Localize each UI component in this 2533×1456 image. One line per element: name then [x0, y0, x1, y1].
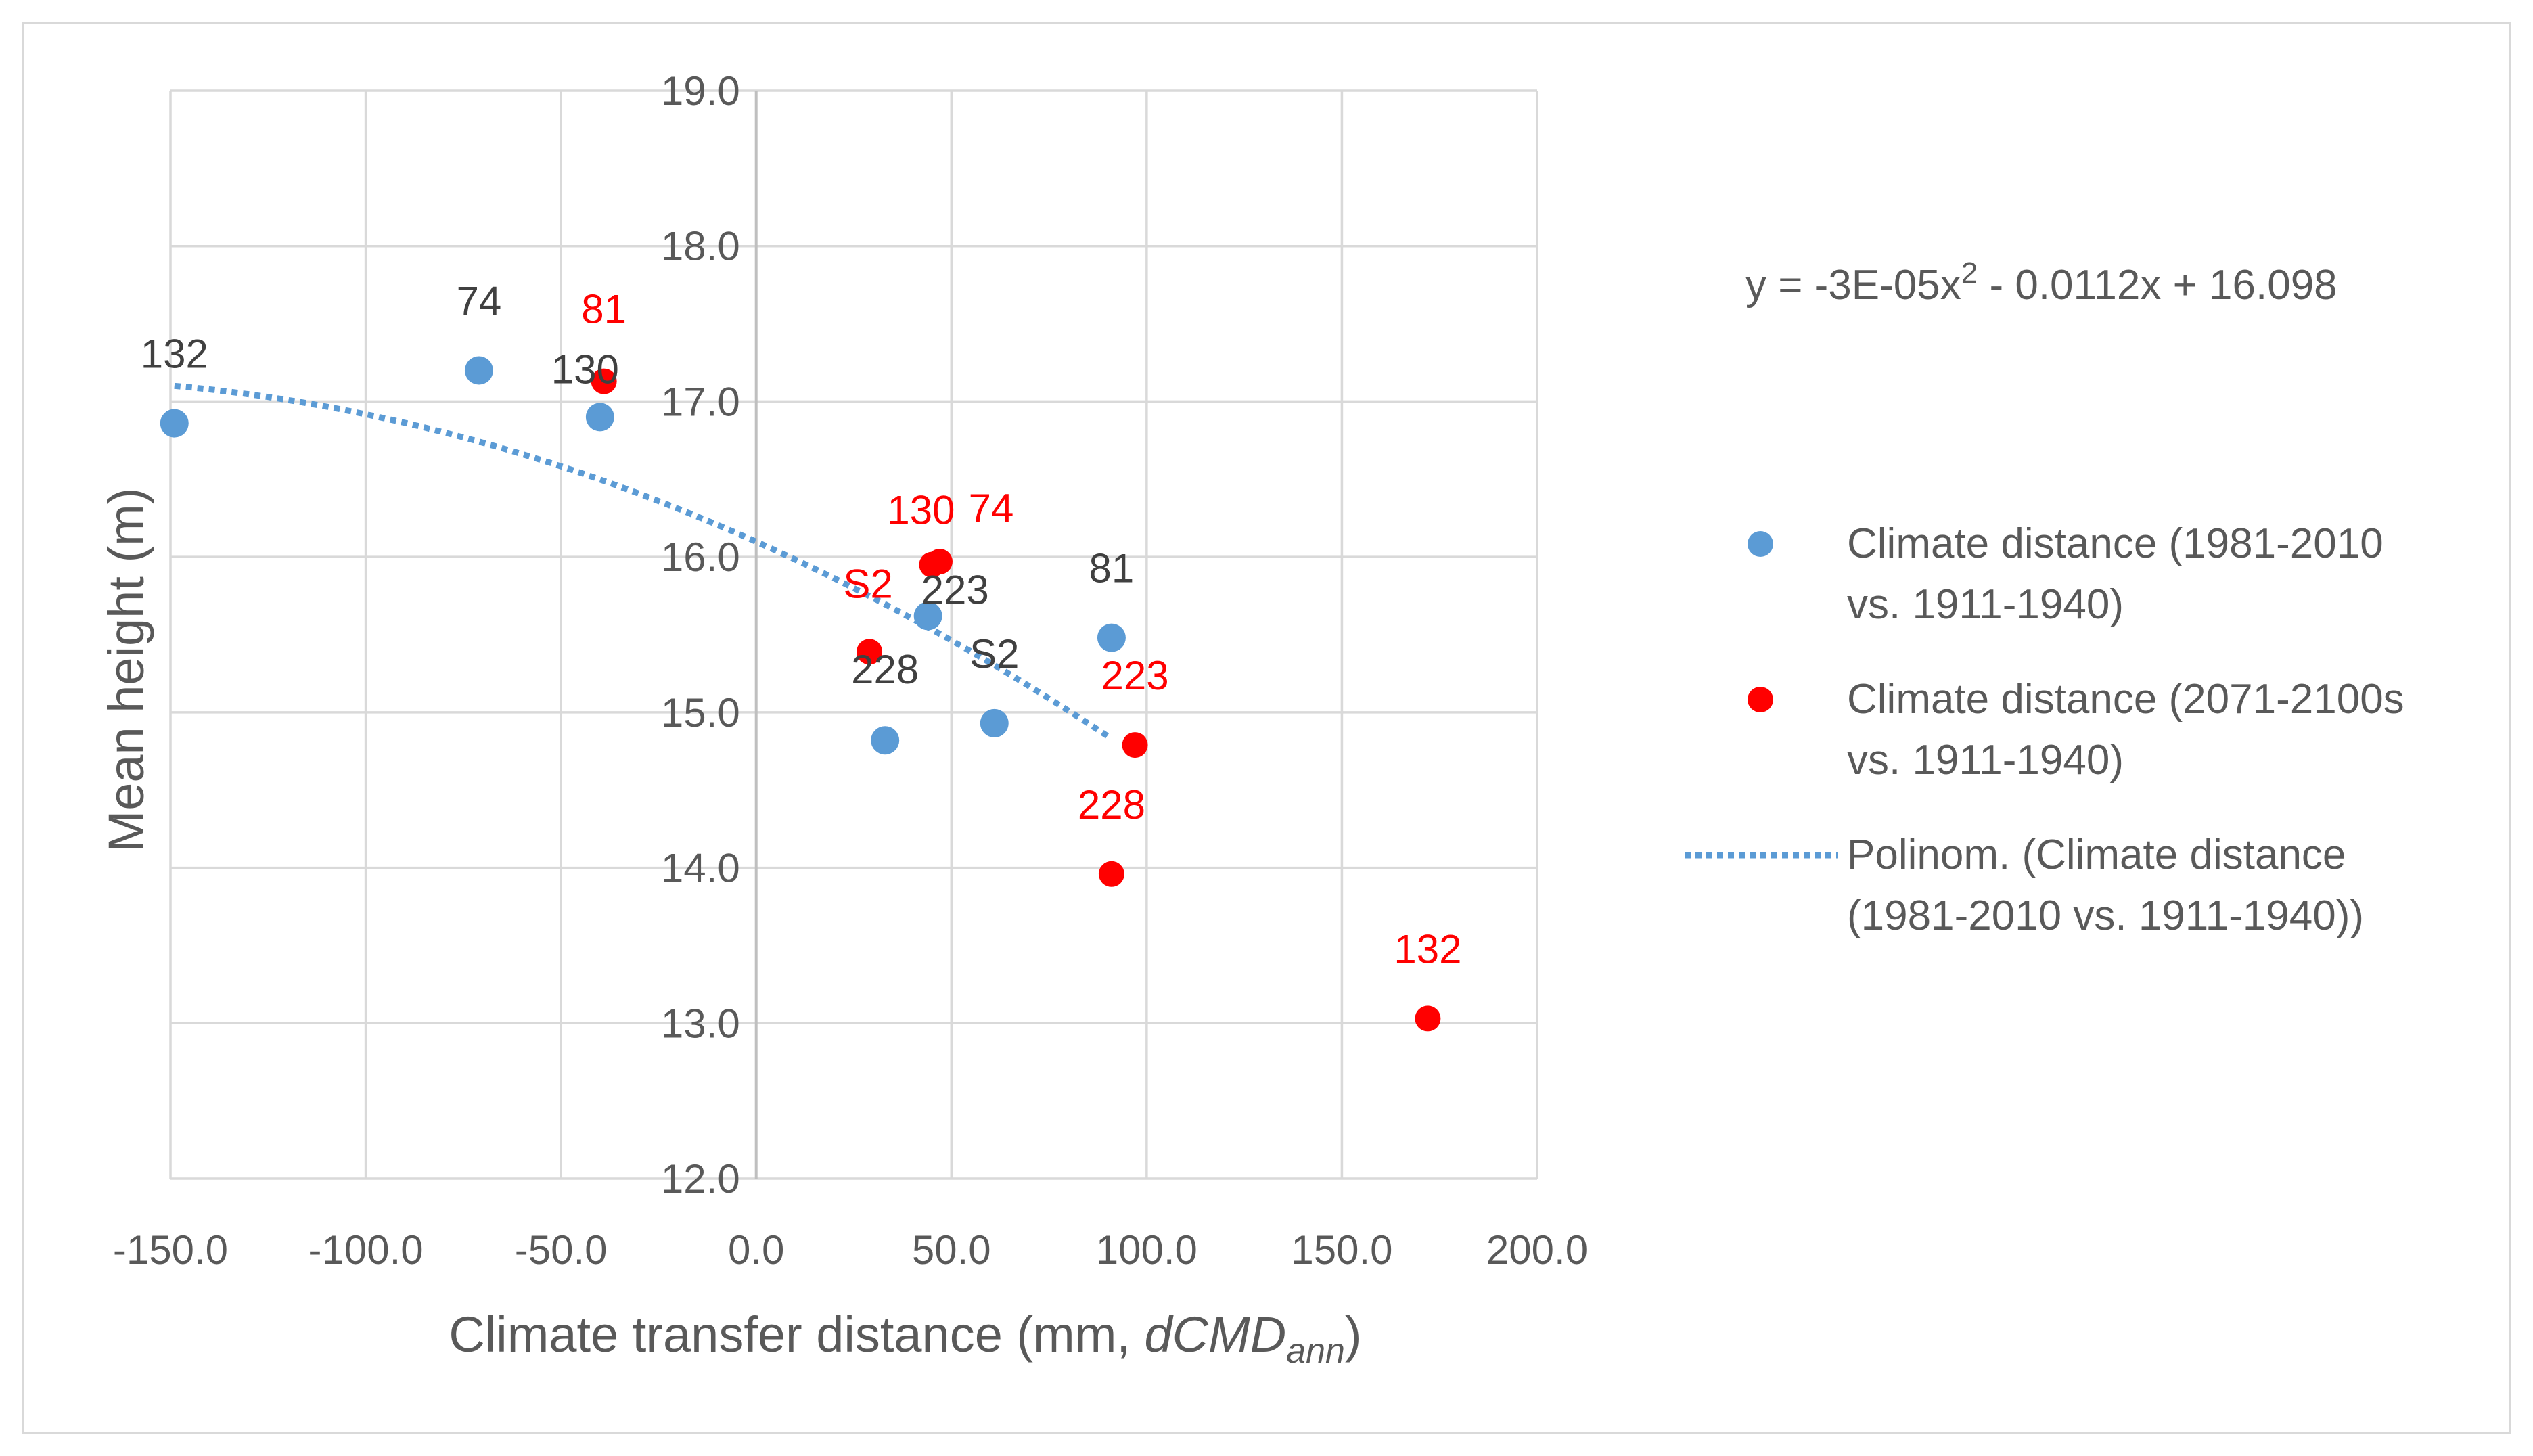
legend-item-series-1: Climate distance (1981-2010 vs. 1911-194…: [1748, 520, 2383, 628]
series-2-point-81: [591, 368, 617, 394]
series-2-point-S2: [857, 639, 883, 665]
legend-label-trendline-line-2: (1981-2010 vs. 1911-1940)): [1847, 892, 2364, 939]
x-tick-label: -50.0: [515, 1227, 608, 1273]
series-1-point-228: [871, 726, 900, 755]
tick-labels: 12.0 13.0 14.0 15.0 16.0 17.0 18.0 19.0 -150.0 -1…: [113, 68, 1588, 1273]
legend-label-trendline-line-1: Polinom. (Climate distance: [1847, 832, 2346, 878]
y-axis-title: Mean height (m): [98, 488, 154, 852]
equation-rest: - 0.0112x + 16.098: [1978, 262, 2337, 309]
series-2-point-228: [1098, 861, 1124, 887]
series-1-label-S2: S2: [969, 631, 1019, 677]
y-tick-label: 16.0: [661, 534, 740, 580]
legend-label-series-1-line-2: vs. 1911-1940): [1847, 581, 2124, 628]
series-1-label-223: 223: [921, 567, 989, 612]
data-points: [160, 356, 1441, 1032]
legend: Climate distance (1981-2010 vs. 1911-194…: [1685, 520, 2404, 939]
series-1-label-81: 81: [1089, 546, 1135, 591]
legend-label-series-1-line-1: Climate distance (1981-2010: [1847, 520, 2383, 567]
series-2-point-132: [1415, 1005, 1441, 1032]
legend-label-series-2-line-1: Climate distance (2071-2100s: [1847, 676, 2404, 723]
x-tick-label: 150.0: [1291, 1227, 1392, 1273]
y-tick-label: 12.0: [661, 1156, 740, 1202]
y-tick-label: 14.0: [661, 846, 740, 891]
series-2-label-81: 81: [581, 287, 626, 332]
x-tick-label: -100.0: [309, 1227, 424, 1273]
series-1-label-132: 132: [141, 332, 208, 377]
x-axis-title-variable: dCMD: [1144, 1306, 1286, 1363]
series-2-point-74: [926, 549, 953, 575]
series-2-label-S2: S2: [843, 561, 892, 606]
x-tick-label: 100.0: [1096, 1227, 1197, 1273]
equation-main: y = -3E-05x: [1745, 262, 1961, 309]
series-1-point-130: [585, 403, 614, 432]
x-tick-label: 50.0: [912, 1227, 991, 1273]
grid-lines: [169, 89, 1538, 1180]
x-tick-label: 200.0: [1486, 1227, 1588, 1273]
series-1-point-74: [464, 356, 493, 385]
series-1-point-81: [1097, 623, 1126, 652]
series-2-label-223: 223: [1101, 653, 1168, 698]
legend-marker-series-2: [1748, 687, 1773, 712]
series-2-point-223: [1122, 732, 1148, 758]
trendline-equation: y = -3E-05x2 - 0.0112x + 16.098: [1745, 256, 2337, 309]
series-1-point-S2: [980, 708, 1009, 737]
y-tick-label: 17.0: [661, 379, 740, 424]
x-tick-label: 0.0: [728, 1227, 784, 1273]
y-tick-label: 19.0: [661, 68, 740, 114]
series-2-label-132: 132: [1394, 926, 1461, 972]
x-axis-title: Climate transfer distance (mm, dCMDann): [449, 1306, 1361, 1371]
x-axis-title-close: ): [1345, 1306, 1362, 1363]
x-axis-title-text: Climate transfer distance (mm,: [449, 1306, 1144, 1363]
y-tick-label: 18.0: [661, 224, 740, 269]
series-1-label-228: 228: [851, 647, 919, 692]
series-1-point-132: [160, 409, 189, 438]
series-2-label-130: 130: [887, 488, 955, 533]
legend-item-series-2: Climate distance (2071-2100s vs. 1911-19…: [1748, 676, 2404, 783]
chart-border: [22, 22, 2511, 1434]
series-2-label-228: 228: [1078, 782, 1145, 827]
legend-label-series-2-line-2: vs. 1911-1940): [1847, 737, 2124, 783]
series-2-label-74: 74: [969, 486, 1014, 531]
x-axis-title-subscript: ann: [1286, 1332, 1345, 1371]
y-tick-label: 13.0: [661, 1001, 740, 1046]
series-1-point-223: [913, 601, 942, 631]
trendline-path: [174, 382, 1114, 742]
trendline-group: [174, 382, 1114, 742]
x-tick-label: -150.0: [113, 1227, 228, 1273]
series-1-label-130: 130: [551, 346, 619, 392]
legend-item-trendline: Polinom. (Climate distance (1981-2010 vs…: [1685, 832, 2364, 939]
y-tick-label: 15.0: [661, 690, 740, 735]
equation-superscript: 2: [1961, 256, 1978, 290]
series-1-label-74: 74: [457, 278, 502, 323]
legend-marker-series-1: [1748, 531, 1773, 557]
